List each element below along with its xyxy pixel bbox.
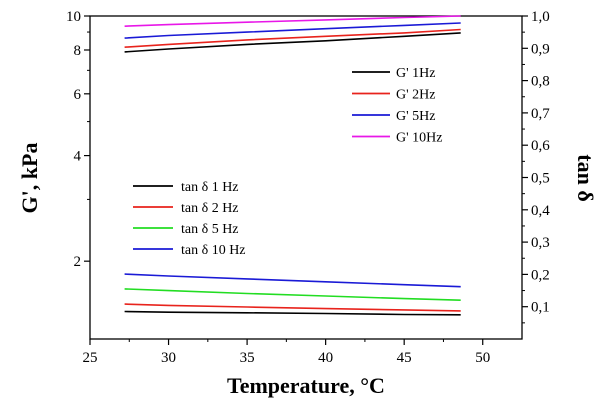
right-y-tick-label: 0,3 — [531, 235, 550, 251]
series-line-g-1hz — [124, 32, 461, 53]
left-y-tick-label: 4 — [74, 149, 82, 165]
right-y-tick-label: 0,7 — [531, 106, 550, 122]
x-tick-label: 45 — [397, 350, 412, 366]
right-y-tick-label: 0,9 — [531, 41, 550, 57]
right-y-tick-label: 0,2 — [531, 267, 550, 283]
legend-middle-left: tan δ 1 Hz tan δ 2 Hz tan δ 5 Hz tan δ 10 H… — [133, 180, 246, 258]
right-y-axis: 0,1 0,2 0,3 0,4 0,5 0,6 0,7 0,8 0,9 1,0 — [522, 9, 550, 324]
left-y-tick-label: 8 — [74, 43, 82, 59]
right-y-tick-label: 0,8 — [531, 74, 550, 90]
series-lines — [124, 15, 461, 316]
legend-label: tan δ 5 Hz — [181, 222, 239, 237]
right-y-tick-label: 0,4 — [531, 203, 550, 219]
series-line-tan-10-hz — [124, 273, 461, 288]
legend-label: G' 5Hz — [396, 109, 435, 124]
left-y-tick-label: 10 — [66, 9, 81, 25]
legend-label: G' 10Hz — [396, 131, 442, 146]
x-tick-label: 35 — [240, 350, 255, 366]
series-line-tan-5-hz — [124, 288, 461, 301]
left-y-tick-label: 2 — [74, 254, 82, 270]
series-line-g-5hz — [124, 22, 461, 39]
series-line-tan-1-hz — [124, 310, 461, 316]
right-y-tick-label: 0,5 — [531, 171, 550, 187]
legend-label: tan δ 1 Hz — [181, 180, 239, 195]
right-y-tick-label: 0,6 — [531, 138, 550, 154]
legend-upper-right: G' 1Hz G' 2Hz G' 5Hz G' 10Hz — [352, 66, 442, 146]
x-tick-label: 30 — [161, 350, 176, 366]
x-axis-title: Temperature, °C — [227, 373, 385, 398]
legend-label: tan δ 10 Hz — [181, 243, 246, 258]
x-tick-label: 40 — [318, 350, 333, 366]
series-line-g-2hz — [124, 28, 461, 48]
x-axis: 25 30 35 40 45 50 — [83, 339, 490, 366]
right-y-axis-title: tan δ — [573, 154, 596, 201]
legend-label: G' 1Hz — [396, 66, 435, 81]
series-line-tan-2-hz — [124, 303, 461, 312]
right-y-tick-label: 0,1 — [531, 300, 550, 316]
left-y-tick-label: 6 — [74, 87, 82, 103]
series-line-g-10hz — [124, 15, 461, 27]
left-y-axis-title: G', kPa — [17, 143, 42, 214]
left-y-axis: 2 4 6 8 10 — [66, 9, 90, 270]
x-tick-label: 50 — [475, 350, 490, 366]
legend-label: tan δ 2 Hz — [181, 201, 239, 216]
right-y-tick-label: 1,0 — [531, 9, 550, 25]
x-tick-label: 25 — [83, 350, 98, 366]
legend-label: G' 2Hz — [396, 88, 435, 103]
